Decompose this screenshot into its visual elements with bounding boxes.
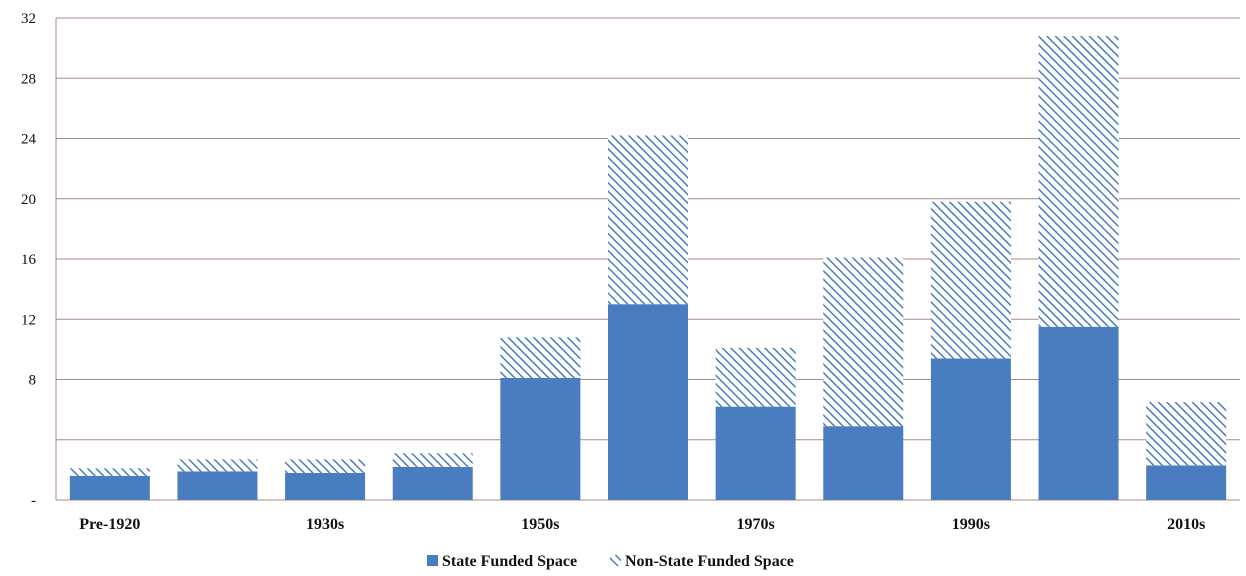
legend-swatch-state <box>427 555 438 566</box>
bar-state-funded <box>500 377 581 500</box>
bar-state-funded <box>1038 326 1119 500</box>
x-tick-label: 1950s <box>521 516 559 533</box>
bar-non-state-funded <box>500 337 581 378</box>
y-tick-label: 12 <box>21 312 36 328</box>
bar-non-state-funded <box>69 468 150 476</box>
bar-non-state-funded <box>715 347 796 407</box>
bar-non-state-funded <box>1038 36 1119 327</box>
y-tick-label: 8 <box>29 373 37 389</box>
bar-state-funded <box>930 358 1011 500</box>
bar-state-funded <box>69 475 150 500</box>
bar-non-state-funded <box>177 459 258 472</box>
y-tick-label: 32 <box>21 11 36 27</box>
bar-non-state-funded <box>392 453 473 467</box>
bar-state-funded <box>823 426 904 500</box>
legend-label-non-state: Non-State Funded Space <box>625 553 794 570</box>
y-axis-tick-labels: - 8 12 16 20 24 28 32 <box>21 11 37 509</box>
x-tick-label: 1990s <box>952 516 990 533</box>
y-tick-label: - <box>31 493 36 509</box>
bar-state-funded <box>608 304 688 500</box>
bars <box>69 36 1227 500</box>
bar-non-state-funded <box>823 257 904 427</box>
y-tick-label: 20 <box>21 192 36 208</box>
bar-non-state-funded <box>1146 402 1227 466</box>
x-tick-label: 2010s <box>1167 516 1205 533</box>
x-axis-tick-labels: Pre-1920 1930s 1950s 1970s 1990s 2010s <box>79 516 1205 533</box>
legend-swatch-non-state <box>610 555 621 566</box>
y-tick-label: 24 <box>21 132 37 148</box>
bar-state-funded <box>285 472 366 500</box>
bar-state-funded <box>392 466 473 500</box>
x-tick-label: Pre-1920 <box>79 516 140 533</box>
legend-label-state: State Funded Space <box>442 553 577 570</box>
bar-non-state-funded <box>608 135 688 305</box>
bar-non-state-funded <box>930 201 1011 359</box>
x-tick-label: 1970s <box>737 516 775 533</box>
legend: State Funded Space Non-State Funded Space <box>427 553 794 570</box>
bar-non-state-funded <box>285 459 366 473</box>
y-tick-label: 28 <box>21 71 36 87</box>
bar-state-funded <box>1146 465 1227 500</box>
bar-state-funded <box>177 471 258 500</box>
x-tick-label: 1930s <box>306 516 344 533</box>
y-tick-label: 16 <box>21 252 37 268</box>
bar-state-funded <box>715 406 796 500</box>
